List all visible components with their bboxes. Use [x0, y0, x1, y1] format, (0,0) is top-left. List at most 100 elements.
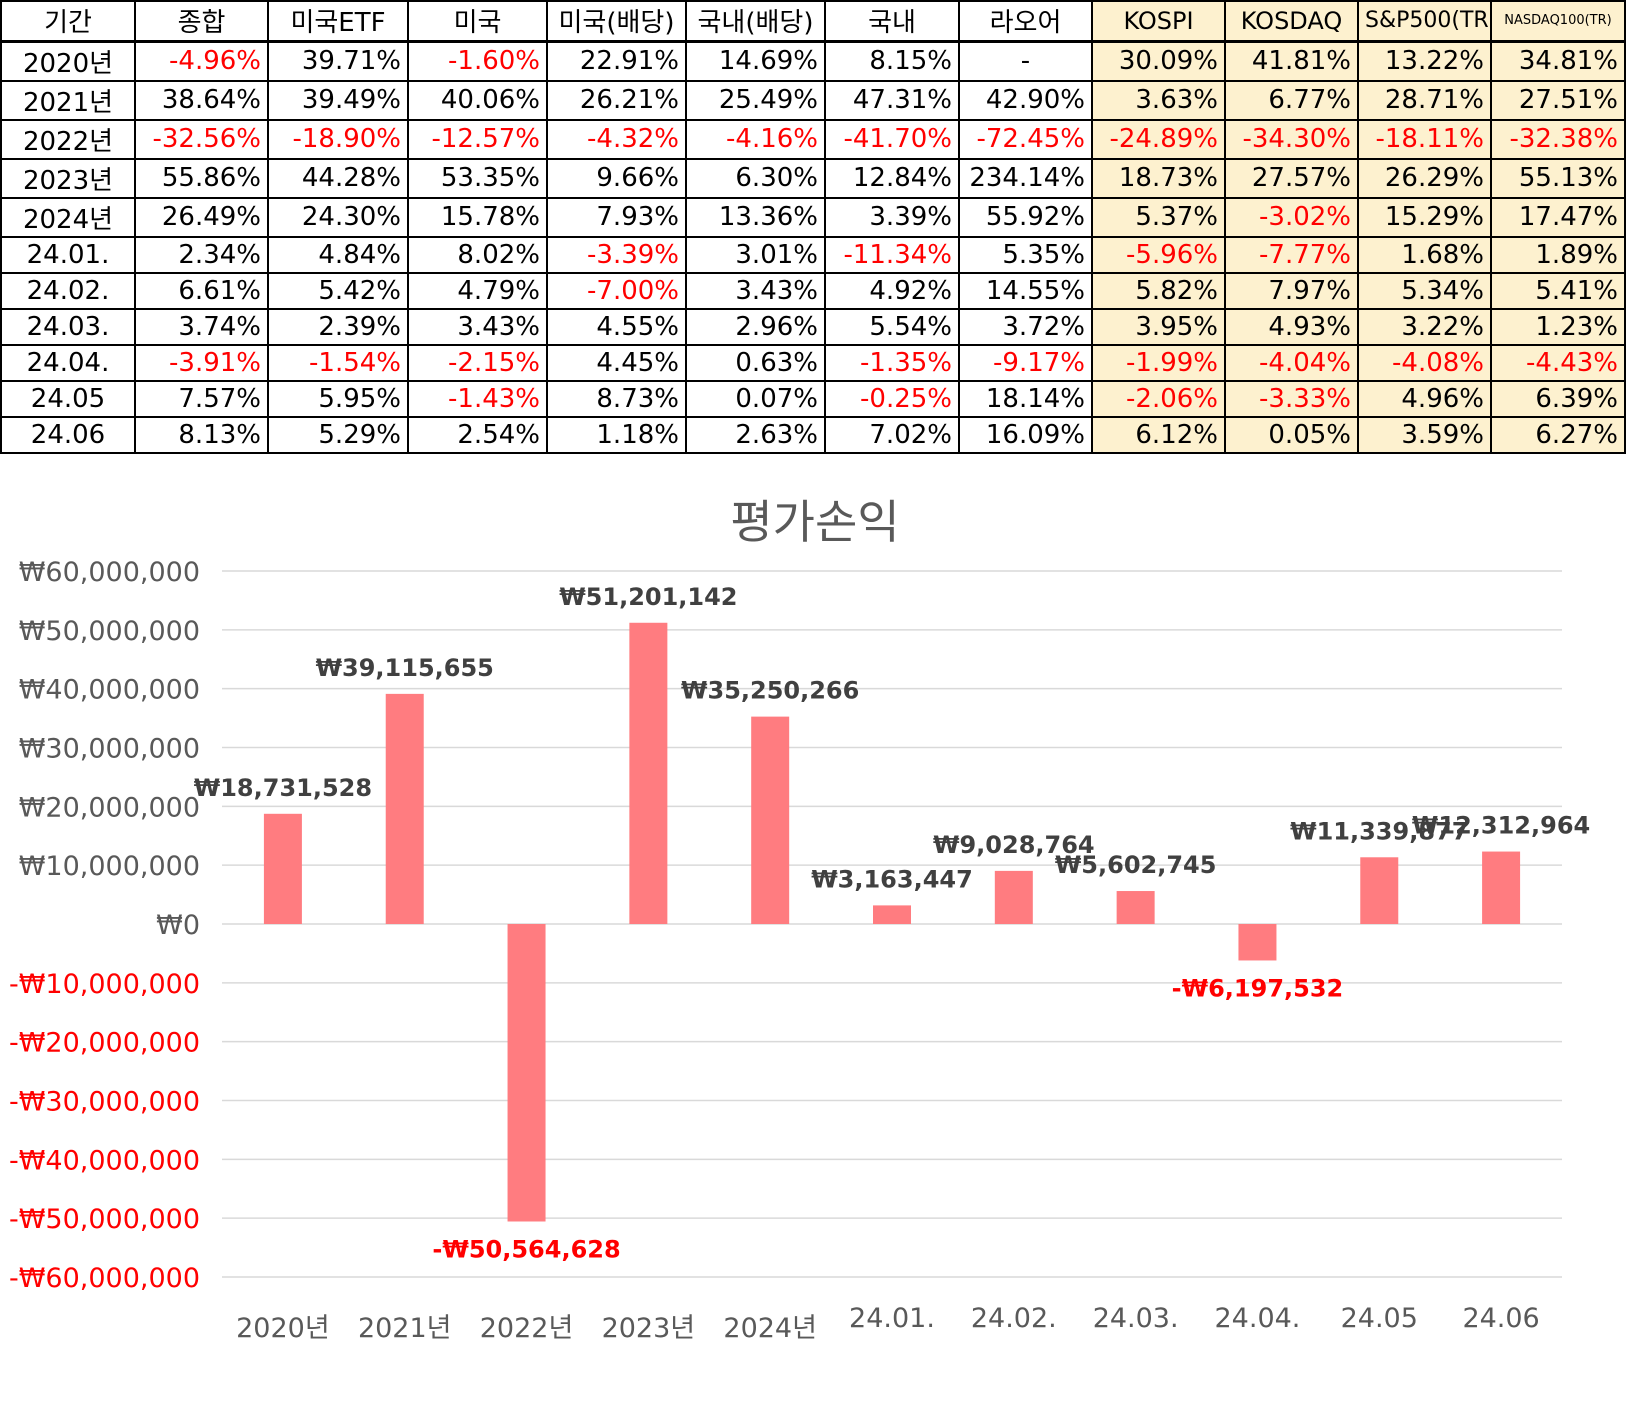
data-label: ₩35,250,266 — [681, 677, 859, 705]
return-cell: 39.71% — [267, 40, 409, 82]
data-label: ₩39,115,655 — [316, 654, 494, 682]
return-cell: 26.49% — [134, 196, 269, 238]
return-cell: 5.34% — [1357, 271, 1492, 310]
return-cell: -32.38% — [1490, 118, 1626, 160]
table-row: 24.06 8.13% 5.29% 2.54% 1.18% 2.63% 7.02% 16.09… — [0, 415, 1626, 454]
return-cell: 234.14% — [958, 157, 1093, 199]
x-axis-tick-labels: 2020년 2021년 2022년 2023년 2024년 24.01. 24.02. 24.… — [236, 1303, 1540, 1344]
table-row: 24.02. 6.61% 5.42% 4.79% -7.00% 3.43% 4.92% 14.… — [0, 271, 1626, 310]
return-cell: 3.74% — [134, 307, 269, 346]
bar — [873, 905, 911, 924]
return-cell: 14.69% — [685, 40, 826, 82]
return-cell: 42.90% — [958, 79, 1093, 121]
return-cell: -7.77% — [1224, 235, 1359, 274]
return-cell: 14.55% — [958, 271, 1093, 310]
return-cell: 4.55% — [546, 307, 687, 346]
period-cell: 24.03. — [0, 307, 136, 346]
column-header: KOSPI — [1091, 0, 1226, 43]
return-cell: 5.95% — [267, 379, 409, 418]
return-cell: 7.97% — [1224, 271, 1359, 310]
return-cell: -11.34% — [824, 235, 960, 274]
y-tick-label: ₩20,000,000 — [19, 792, 200, 823]
return-cell: -18.90% — [267, 118, 409, 160]
return-cell: 18.73% — [1091, 157, 1226, 199]
table-row: 2020년 -4.96% 39.71% -1.60% 22.91% 14.69% 8.15%… — [0, 40, 1626, 82]
return-cell: 6.27% — [1490, 415, 1626, 454]
return-cell: -34.30% — [1224, 118, 1359, 160]
return-cell: -12.57% — [407, 118, 548, 160]
return-cell: -24.89% — [1091, 118, 1226, 160]
returns-table-container: 기간 종합 미국ETF 미국 미국(배당) 국내(배당) 국내 라오어 KOSPI KOSDAQ S… — [0, 0, 1627, 454]
return-cell: 1.89% — [1490, 235, 1626, 274]
period-cell: 2022년 — [0, 118, 136, 160]
data-label: -₩6,197,532 — [1172, 974, 1344, 1002]
y-tick-label: -₩20,000,000 — [9, 1028, 200, 1059]
return-cell: -2.15% — [407, 343, 548, 382]
data-label: -₩50,564,628 — [432, 1235, 620, 1263]
bar — [629, 622, 668, 924]
return-cell: 0.63% — [685, 343, 826, 382]
y-tick-label: ₩0 — [156, 910, 200, 941]
gridlines — [222, 570, 1562, 1278]
return-cell: 5.42% — [267, 271, 409, 310]
return-cell: 3.72% — [958, 307, 1093, 346]
y-tick-label: ₩60,000,000 — [19, 557, 200, 588]
return-cell: 8.15% — [824, 40, 960, 82]
data-label: ₩12,312,964 — [1412, 812, 1590, 840]
period-cell: 24.05 — [0, 379, 136, 418]
return-cell: 1.18% — [546, 415, 687, 454]
return-cell: 2.34% — [134, 235, 269, 274]
x-tick-label: 24.03. — [1093, 1303, 1179, 1334]
column-header: S&P500(TR) — [1357, 0, 1492, 43]
table-row: 2023년 55.86% 44.28% 53.35% 9.66% 6.30% 12.84% 2… — [0, 157, 1626, 199]
column-header: 라오어 — [958, 0, 1093, 43]
return-cell: - — [958, 40, 1093, 82]
return-cell: -4.32% — [546, 118, 687, 160]
return-cell: 17.47% — [1490, 196, 1626, 238]
x-tick-label: 2020년 — [236, 1313, 330, 1344]
return-cell: 3.63% — [1091, 79, 1226, 121]
y-tick-label: -₩60,000,000 — [9, 1263, 200, 1294]
data-label: ₩18,731,528 — [194, 774, 372, 802]
return-cell: 5.41% — [1490, 271, 1626, 310]
column-header: 국내(배당) — [685, 0, 826, 43]
period-cell: 2023년 — [0, 157, 136, 199]
return-cell: 34.81% — [1490, 40, 1626, 82]
x-tick-label: 24.06 — [1462, 1303, 1539, 1334]
return-cell: 6.39% — [1490, 379, 1626, 418]
return-cell: 13.36% — [685, 196, 826, 238]
x-tick-label: 2022년 — [480, 1313, 574, 1344]
table-row: 24.01. 2.34% 4.84% 8.02% -3.39% 3.01% -11.34% 5… — [0, 235, 1626, 274]
return-cell: -1.35% — [824, 343, 960, 382]
return-cell: 8.02% — [407, 235, 548, 274]
return-cell: 1.68% — [1357, 235, 1492, 274]
return-cell: 3.39% — [824, 196, 960, 238]
return-cell: 13.22% — [1357, 40, 1492, 82]
return-cell: 24.30% — [267, 196, 409, 238]
return-cell: -4.08% — [1357, 343, 1492, 382]
x-tick-label: 24.05 — [1341, 1303, 1418, 1334]
bar — [263, 813, 302, 924]
return-cell: 8.13% — [134, 415, 269, 454]
return-cell: -1.54% — [267, 343, 409, 382]
return-cell: 8.73% — [546, 379, 687, 418]
return-cell: -3.91% — [134, 343, 269, 382]
x-tick-label: 2023년 — [602, 1313, 696, 1344]
column-header: 국내 — [824, 0, 960, 43]
bar — [1360, 857, 1399, 924]
period-cell: 24.06 — [0, 415, 136, 454]
return-cell: -1.60% — [407, 40, 548, 82]
y-tick-label: ₩30,000,000 — [19, 734, 200, 765]
return-cell: 5.29% — [267, 415, 409, 454]
return-cell: 3.43% — [685, 271, 826, 310]
data-labels: ₩18,731,528 ₩39,115,655 -₩50,564,628 ₩51,20… — [194, 583, 1590, 1264]
return-cell: 47.31% — [824, 79, 960, 121]
return-cell: 4.45% — [546, 343, 687, 382]
return-cell: 6.77% — [1224, 79, 1359, 121]
y-tick-label: -₩30,000,000 — [9, 1087, 200, 1118]
return-cell: 1.23% — [1490, 307, 1626, 346]
table-row: 2021년 38.64% 39.49% 40.06% 26.21% 25.49% 47.31… — [0, 79, 1626, 121]
return-cell: -72.45% — [958, 118, 1093, 160]
return-cell: -1.99% — [1091, 343, 1226, 382]
table-row: 2022년 -32.56% -18.90% -12.57% -4.32% -4.16% -4… — [0, 118, 1626, 160]
